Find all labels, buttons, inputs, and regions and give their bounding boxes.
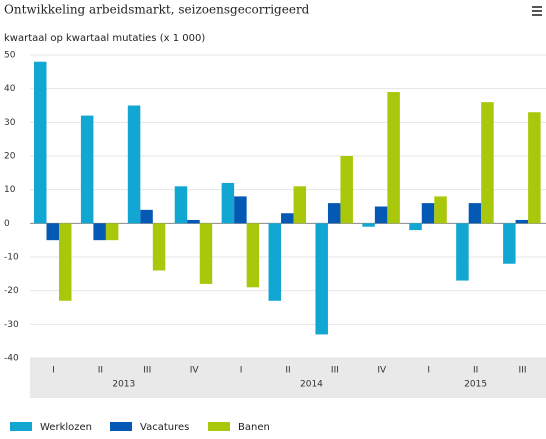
y-tick-label: -10 [4, 253, 19, 263]
x-tick-label: III [143, 366, 151, 376]
y-tick-label: 40 [4, 84, 16, 94]
bar [481, 102, 494, 224]
bar [246, 223, 260, 288]
x-tick-label: IV [190, 366, 200, 376]
bar [281, 213, 294, 224]
bar [93, 223, 106, 241]
legend-swatch [10, 422, 32, 431]
y-tick-label: 50 [4, 51, 16, 61]
bar [340, 156, 353, 224]
bar [152, 223, 166, 271]
bar [434, 196, 447, 224]
bar [456, 223, 469, 281]
bar [409, 223, 422, 231]
bar [127, 105, 141, 224]
bar [515, 219, 529, 224]
bar [80, 115, 94, 224]
legend-label: Vacatures [140, 422, 189, 433]
group-label: 2014 [300, 380, 323, 390]
x-tick-label: IV [377, 366, 387, 376]
group-label: 2015 [464, 380, 487, 390]
y-tick-label: 10 [4, 185, 16, 195]
y-tick-label: -30 [4, 320, 19, 330]
x-tick-label: III [331, 366, 339, 376]
bar [221, 182, 235, 224]
legend-label: Banen [238, 422, 270, 433]
bar [362, 223, 375, 227]
bar [174, 186, 188, 224]
bar [387, 92, 400, 224]
x-tick-label: I [427, 366, 430, 376]
category-band [30, 358, 546, 398]
y-tick-label: -20 [4, 286, 19, 296]
bar [46, 223, 59, 241]
bar [105, 223, 119, 241]
x-tick-label: I [52, 366, 55, 376]
menu-icon[interactable] [532, 6, 542, 16]
bar [421, 203, 435, 224]
bar [327, 203, 341, 224]
legend-label: Werklozen [40, 422, 92, 433]
bar [293, 186, 307, 224]
y-tick-label: -40 [4, 354, 19, 364]
x-tick-label: I [240, 366, 243, 376]
chart-subtitle: kwartaal op kwartaal mutaties (x 1 000) [4, 33, 205, 44]
bar [34, 61, 47, 224]
x-tick-label: II [473, 366, 478, 376]
bar [234, 196, 247, 224]
legend-swatch [110, 422, 132, 431]
bar [268, 223, 282, 301]
x-tick-label: III [519, 366, 527, 376]
y-tick-label: 20 [4, 152, 16, 162]
x-tick-label: II [98, 366, 103, 376]
bar [528, 112, 541, 224]
y-tick-label: 30 [4, 118, 16, 128]
bar [503, 223, 516, 264]
y-tick-label: 0 [4, 219, 10, 229]
x-tick-label: II [285, 366, 290, 376]
bar [468, 203, 482, 224]
chart-title: Ontwikkeling arbeidsmarkt, seizoensgecor… [4, 3, 310, 17]
bar [187, 219, 200, 224]
legend-swatch [208, 422, 230, 431]
bar [59, 223, 72, 301]
bar [374, 206, 388, 224]
bar [140, 209, 153, 224]
bar [315, 223, 328, 335]
group-label: 2013 [112, 380, 135, 390]
bar [199, 223, 213, 284]
